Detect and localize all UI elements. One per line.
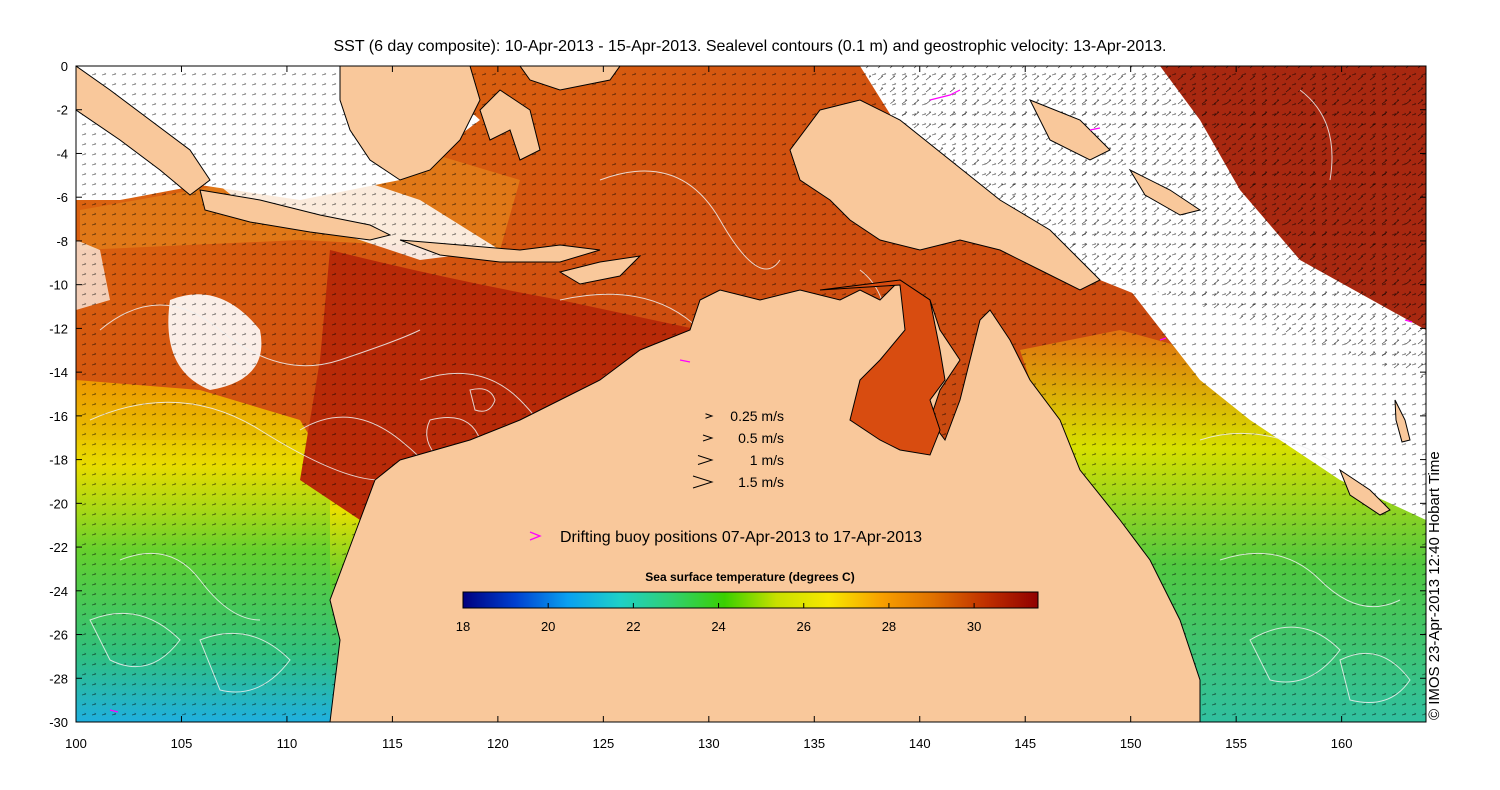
colorbar-tick-label: 20 <box>541 619 555 634</box>
y-tick-label: -14 <box>49 365 68 380</box>
colorbar-ticks: 18 20 22 24 26 28 30 <box>456 603 981 634</box>
land-vanuatu <box>1394 399 1411 443</box>
velocity-scale-arrow <box>692 475 714 489</box>
buoy-legend-marker <box>529 531 542 541</box>
velocity-scale-arrow <box>702 434 714 442</box>
colorbar-bar <box>462 591 1039 609</box>
y-tick-label: -20 <box>49 496 68 511</box>
colorbar-tick-label: 28 <box>882 619 896 634</box>
colorbar-tick-label: 30 <box>967 619 981 634</box>
y-tick-label: -4 <box>56 146 68 161</box>
x-tick-label: 130 <box>698 736 720 751</box>
x-tick-label: 120 <box>487 736 509 751</box>
geostrophic-velocity-vectors-ne <box>860 66 1426 380</box>
buoy-legend: Drifting buoy positions 07-Apr-2013 to 1… <box>529 529 922 546</box>
y-tick-label: -12 <box>49 321 68 336</box>
velocity-scale-label: 1.5 m/s <box>738 474 784 490</box>
land-new-guinea <box>789 99 1101 291</box>
x-tick-label: 135 <box>803 736 825 751</box>
land-masses <box>76 66 1411 722</box>
colorbar: Sea surface temperature (degrees C) 18 20… <box>456 570 1039 634</box>
land-java <box>199 189 392 241</box>
colorbar-tick-label: 24 <box>711 619 725 634</box>
x-tick-label: 110 <box>277 736 298 751</box>
y-tick-label: -10 <box>49 278 68 293</box>
x-axis: 100 105 110 115 120 125 130 135 140 145 150 155 160 <box>65 66 1352 751</box>
x-tick-label: 115 <box>382 736 403 751</box>
x-tick-label: 150 <box>1120 736 1142 751</box>
land-top-islands <box>519 66 621 91</box>
x-tick-label: 100 <box>65 736 87 751</box>
map-frame <box>75 65 1427 723</box>
y-tick-label: 0 <box>61 59 68 74</box>
velocity-scale-label: 0.5 m/s <box>738 430 784 446</box>
y-tick-label: -28 <box>49 671 68 686</box>
copyright-label: © IMOS 23-Apr-2013 12:40 Hobart Time <box>1426 451 1443 720</box>
x-tick-label: 105 <box>171 736 193 751</box>
x-tick-label: 125 <box>592 736 614 751</box>
land-solomon-islands <box>1128 168 1202 216</box>
velocity-scale-legend: 0.25 m/s 0.5 m/s 1 m/s 1.5 m/s <box>692 408 784 490</box>
land-timor <box>558 255 642 285</box>
y-axis: 0 -2 -4 -6 -8 -10 -12 -14 -16 -18 -20 -22 -24 -26 -28 -… <box>49 59 1426 730</box>
land-png-islands <box>1028 99 1111 161</box>
land-sumatra <box>76 66 211 196</box>
x-tick-label: 155 <box>1225 736 1247 751</box>
colorbar-tick-label: 18 <box>456 619 470 634</box>
y-tick-label: -8 <box>56 234 68 249</box>
buoy-legend-label: Drifting buoy positions 07-Apr-2013 to 1… <box>560 529 922 546</box>
land-sulawesi <box>479 89 541 161</box>
map-title: SST (6 day composite): 10-Apr-2013 - 15-… <box>333 38 1167 55</box>
velocity-scale-arrow <box>705 413 714 419</box>
x-tick-label: 140 <box>909 736 931 751</box>
land-borneo <box>339 66 481 181</box>
y-tick-label: -16 <box>49 409 68 424</box>
velocity-scale-arrow <box>697 455 714 465</box>
x-tick-label: 160 <box>1331 736 1353 751</box>
colorbar-title: Sea surface temperature (degrees C) <box>645 570 854 584</box>
colorbar-tick-label: 26 <box>797 619 811 634</box>
y-tick-label: -6 <box>56 190 68 205</box>
gulf-of-carpentaria <box>819 279 946 456</box>
y-tick-label: -18 <box>49 453 68 468</box>
y-tick-label: -22 <box>49 540 68 555</box>
colorbar-tick-label: 22 <box>626 619 640 634</box>
y-tick-label: -30 <box>49 715 68 730</box>
buoy-tracks <box>109 89 1413 713</box>
sealevel-contours <box>89 89 1411 703</box>
x-tick-label: 145 <box>1014 736 1036 751</box>
map-plot-area <box>76 66 1426 722</box>
velocity-scale-label: 1 m/s <box>750 452 784 468</box>
land-lesser-sunda <box>399 239 601 263</box>
y-tick-label: -26 <box>49 628 68 643</box>
y-tick-label: -24 <box>49 584 68 599</box>
land-new-caledonia <box>1338 468 1391 516</box>
y-tick-label: -2 <box>56 103 68 118</box>
velocity-scale-label: 0.25 m/s <box>730 408 784 424</box>
